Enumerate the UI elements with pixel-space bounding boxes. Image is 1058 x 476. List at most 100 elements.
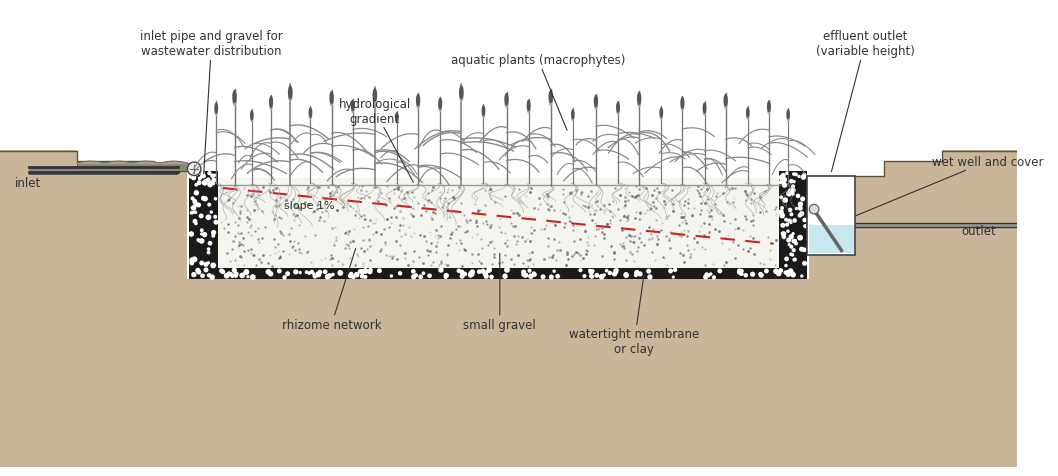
Point [200,177,217,185]
Ellipse shape [396,118,399,124]
Ellipse shape [233,91,237,104]
Point [480,267,497,274]
Point [703,271,719,278]
Text: aquatic plants (macrophytes): aquatic plants (macrophytes) [451,54,625,131]
Point [201,272,218,279]
Point [522,268,539,275]
Ellipse shape [269,103,273,111]
Point [767,268,784,276]
Point [203,209,220,217]
Point [203,274,220,281]
Point [222,271,239,278]
Point [498,267,515,274]
Point [187,209,204,217]
Point [534,273,551,281]
Bar [779,171,807,185]
Point [185,271,202,279]
Point [795,174,811,181]
Ellipse shape [637,93,641,106]
Point [325,271,342,279]
Point [785,247,802,255]
Point [796,247,813,254]
Point [515,268,532,276]
Point [185,175,202,182]
Point [196,231,213,239]
Point [546,268,563,276]
Point [733,270,750,278]
Point [641,274,658,281]
Point [300,269,317,277]
Point [584,268,601,275]
Point [195,173,212,180]
Point [783,234,800,241]
Point [523,273,540,280]
Ellipse shape [724,95,728,108]
Point [183,173,200,180]
Point [583,269,600,277]
Point [787,171,804,179]
Point [190,179,207,187]
Bar [189,171,218,280]
Point [229,270,245,278]
Point [362,267,379,274]
Point [307,273,324,280]
Point [332,269,349,277]
Point [782,268,799,275]
Point [795,196,811,203]
Point [618,270,635,278]
Point [236,270,253,278]
Point [744,271,761,278]
Ellipse shape [481,112,486,119]
Point [238,268,255,276]
Ellipse shape [680,104,685,112]
Point [791,234,808,242]
Point [207,196,224,203]
Point [774,213,791,221]
Point [184,195,201,203]
Point [596,272,613,279]
Point [348,271,365,279]
Point [200,214,217,222]
Point [785,238,802,246]
Ellipse shape [616,102,620,114]
Point [304,268,321,276]
Point [186,256,203,264]
Point [777,197,794,205]
Point [601,269,618,277]
Bar [856,223,1047,228]
Point [582,273,599,280]
Ellipse shape [416,95,420,107]
Text: rhizome network: rhizome network [281,249,382,331]
Point [594,273,610,281]
Point [526,270,543,278]
Ellipse shape [269,97,273,109]
Point [772,209,789,217]
Point [543,274,560,281]
Point [198,267,215,274]
Point [311,269,328,277]
Ellipse shape [703,103,707,115]
Point [772,267,789,275]
Ellipse shape [330,99,333,107]
Point [205,232,222,240]
Point [438,272,455,280]
Ellipse shape [215,109,218,117]
Point [794,273,810,280]
Ellipse shape [594,102,598,110]
Point [185,173,202,181]
Point [183,260,200,268]
Point [758,268,774,275]
Point [221,270,238,278]
Point [351,268,368,276]
Point [617,271,634,278]
Point [190,202,207,209]
Point [201,181,218,189]
Ellipse shape [215,103,218,115]
Text: effluent outlet
(variable height): effluent outlet (variable height) [816,30,914,172]
Point [777,197,794,204]
Point [711,268,728,275]
Point [213,268,230,275]
Ellipse shape [724,101,728,110]
Point [786,256,803,264]
Point [794,210,810,218]
